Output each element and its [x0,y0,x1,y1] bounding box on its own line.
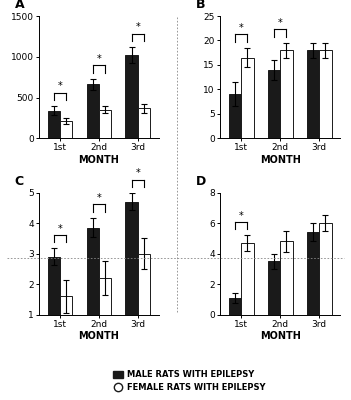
Bar [229,298,241,315]
Bar [241,243,254,315]
Text: *: * [239,23,244,33]
X-axis label: MONTH: MONTH [79,332,119,342]
Bar [48,110,60,138]
Bar [48,257,60,345]
Text: *: * [278,18,283,28]
Bar [125,202,138,345]
Bar [306,50,319,138]
Bar [280,50,293,138]
Text: B: B [196,0,205,11]
Text: *: * [97,54,101,64]
Bar [241,58,254,138]
Bar [229,94,241,138]
Bar [125,55,138,138]
Bar [138,108,150,138]
Text: *: * [97,193,101,203]
Bar [99,110,112,138]
Bar [319,50,331,138]
Text: *: * [58,224,62,234]
Bar [306,232,319,315]
Bar [280,242,293,315]
Text: D: D [196,175,206,188]
Bar [319,223,331,315]
Legend: MALE RATS WITH EPILEPSY, FEMALE RATS WITH EPILEPSY: MALE RATS WITH EPILEPSY, FEMALE RATS WIT… [110,367,269,396]
X-axis label: MONTH: MONTH [260,155,300,165]
Text: *: * [135,168,140,178]
Bar [99,278,112,345]
Bar [138,254,150,345]
Bar [60,121,73,138]
Text: *: * [135,22,140,32]
Text: *: * [239,211,244,221]
X-axis label: MONTH: MONTH [79,155,119,165]
Text: C: C [14,175,24,188]
Bar [267,261,280,315]
Bar [86,228,99,345]
Bar [86,84,99,138]
Bar [267,70,280,138]
Text: *: * [58,81,62,91]
X-axis label: MONTH: MONTH [260,332,300,342]
Text: A: A [14,0,24,11]
Bar [60,296,73,345]
